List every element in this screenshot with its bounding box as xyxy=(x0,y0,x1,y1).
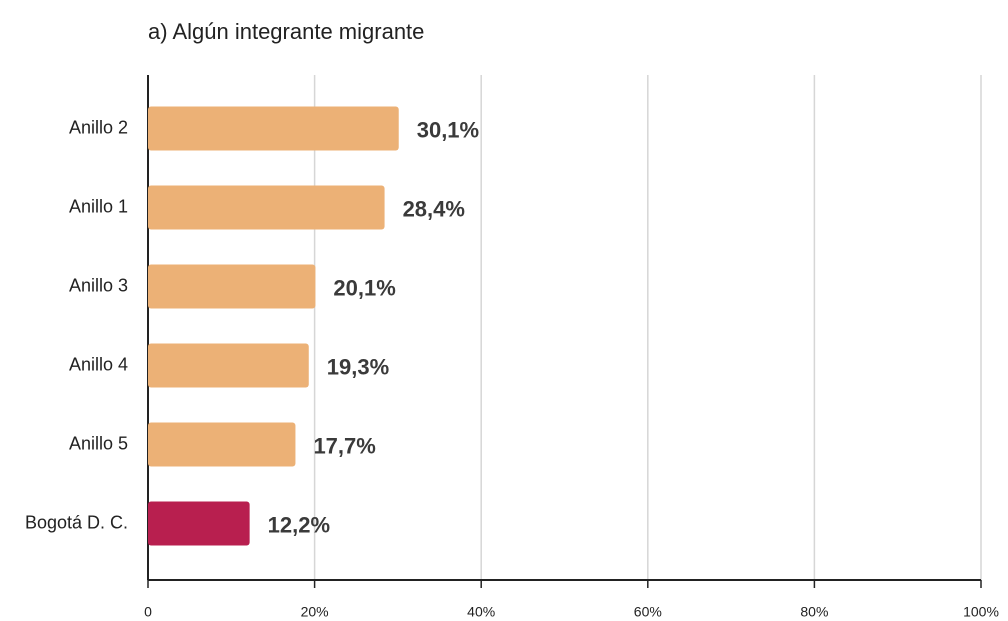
value-label: 19,3% xyxy=(327,354,389,379)
y-tick-label: Anillo 3 xyxy=(69,275,128,295)
x-tick-label: 40% xyxy=(467,604,495,620)
bar xyxy=(148,501,250,546)
x-tick-label: 20% xyxy=(301,604,329,620)
bar xyxy=(148,264,316,309)
bar xyxy=(148,185,385,230)
bar xyxy=(148,422,296,467)
y-tick-label: Anillo 5 xyxy=(69,433,128,453)
chart-title: a) Algún integrante migrante xyxy=(148,19,424,44)
x-tick-label: 0 xyxy=(144,604,152,620)
value-label: 30,1% xyxy=(417,117,479,142)
value-label: 12,2% xyxy=(268,512,330,537)
x-tick-label: 60% xyxy=(634,604,662,620)
y-tick-label: Anillo 1 xyxy=(69,196,128,216)
bar xyxy=(148,343,309,388)
value-label: 28,4% xyxy=(403,196,465,221)
y-tick-label: Anillo 2 xyxy=(69,117,128,137)
value-label: 17,7% xyxy=(313,433,375,458)
x-tick-label: 80% xyxy=(800,604,828,620)
y-tick-label: Anillo 4 xyxy=(69,354,128,374)
value-label: 20,1% xyxy=(333,275,395,300)
bar xyxy=(148,106,399,151)
y-tick-label: Bogotá D. C. xyxy=(25,512,128,532)
x-tick-label: 100% xyxy=(963,604,999,620)
